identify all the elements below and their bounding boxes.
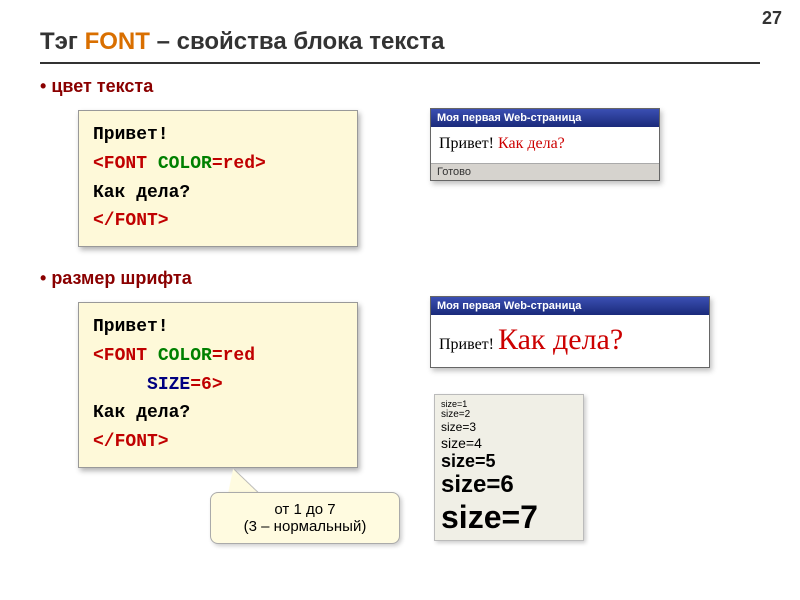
size-5: size=5 [441,451,577,472]
bullet-size: размер шрифта [40,268,192,289]
code1-line2: <FONT COLOR=red> [93,150,343,179]
browser1-status: Готово [431,163,659,180]
callout-line2: (3 – нормальный) [215,518,395,535]
b2-text-red: Как дела? [498,323,623,356]
browser2-body: Привет! Как дела? [431,315,709,367]
code2-line5: </FONT> [93,428,343,457]
code-example-1: Привет! <FONT COLOR=red> Как дела? </FON… [78,110,358,247]
size-3: size=3 [441,421,577,435]
size-1: size=1 [441,399,577,409]
browser1-body: Привет! Как дела? [431,127,659,163]
code2-tag-open: <FONT [93,346,158,366]
page-number: 27 [762,8,782,29]
code1-attr-color: COLOR [158,154,212,174]
code2-line3: SIZE=6> [93,371,343,400]
slide-title: Тэг FONT – свойства блока текста [40,28,444,56]
code1-line4: </FONT> [93,207,343,236]
size-4: size=4 [441,435,577,451]
browser-preview-1: Моя первая Web-страница Привет! Как дела… [430,108,660,181]
bullet-color: цвет текста [40,76,153,97]
b1-text-black: Привет! [439,135,498,152]
title-pre: Тэг [40,28,85,55]
code2-line4: Как дела? [93,399,343,428]
title-underline [40,62,760,64]
code2-attr-size: SIZE [147,375,190,395]
size-6: size=6 [441,471,577,499]
callout-line1: от 1 до 7 [215,501,395,518]
b1-text-red: Как дела? [498,135,565,152]
code1-tag-close: =red> [212,154,266,174]
code1-line1: Привет! [93,121,343,150]
code2-val-red: =red [212,346,255,366]
b2-text-black: Привет! [439,336,498,353]
browser2-titlebar: Моя первая Web-страница [431,297,709,315]
code2-attr-color: COLOR [158,346,212,366]
title-post: – свойства блока текста [150,28,445,55]
callout-size-range: от 1 до 7 (3 – нормальный) [210,492,400,544]
code2-line1: Привет! [93,313,343,342]
code-example-2: Привет! <FONT COLOR=red SIZE=6> Как дела… [78,302,358,468]
browser-preview-2: Моя первая Web-страница Привет! Как дела… [430,296,710,368]
browser1-titlebar: Моя первая Web-страница [431,109,659,127]
code1-line3: Как дела? [93,179,343,208]
code1-tag-open: <FONT [93,154,158,174]
size-demo-box: size=1 size=2 size=3 size=4 size=5 size=… [434,394,584,541]
title-font: FONT [85,28,150,55]
code2-line2: <FONT COLOR=red [93,342,343,371]
size-7: size=7 [441,499,577,536]
code2-val-6: =6> [190,375,222,395]
